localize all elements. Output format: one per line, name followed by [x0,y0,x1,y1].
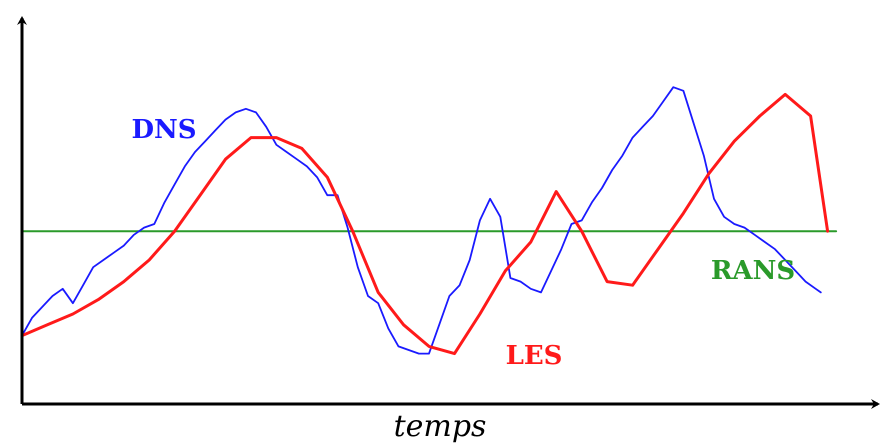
series-line-dns [21,86,822,355]
series-layer [20,86,838,356]
series-label-rans: RANS [711,256,795,286]
series-line-les [20,92,830,356]
x-axis-label: temps [394,409,487,444]
series-label-dns: DNS [131,115,196,145]
series-label-les: LES [506,341,563,371]
